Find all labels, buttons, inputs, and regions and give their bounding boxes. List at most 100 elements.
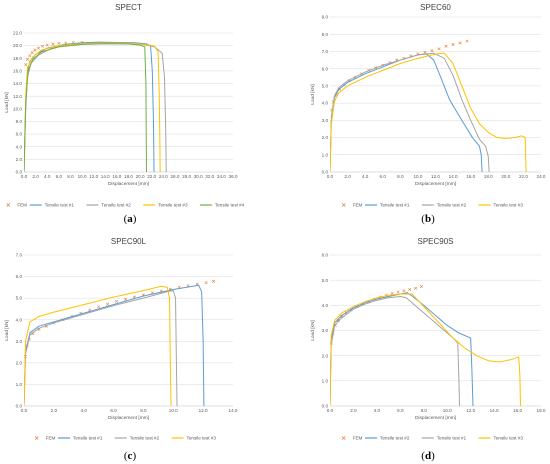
- legend: FEM Tensile test #1 Tensile test #2 Tensile…: [341, 203, 523, 208]
- y-tick-label: 3.0: [322, 118, 329, 123]
- y-tick-label: 0.0: [322, 404, 329, 409]
- y-tick-label: 5.0: [322, 83, 329, 88]
- x-tick-label: 4.0: [374, 408, 381, 413]
- legend-entry: Tensile test #3: [158, 203, 188, 208]
- x-tick-label: 34.0: [217, 174, 226, 179]
- x-tick-label: 4.0: [44, 174, 51, 179]
- x-tick-label: 16.0: [513, 408, 522, 413]
- series-line-2: [330, 52, 490, 172]
- y-tick-label: 4.0: [322, 303, 329, 308]
- x-tick-label: 14.0: [229, 408, 238, 413]
- y-tick-label: 2.0: [16, 157, 23, 162]
- fem-marker: [444, 44, 448, 48]
- fem-marker: [430, 49, 434, 53]
- y-tick-label: 0.0: [16, 170, 23, 175]
- x-tick-label: 8.0: [397, 174, 404, 179]
- fem-marker: [204, 281, 208, 285]
- y-tick-label: 1.0: [16, 382, 23, 387]
- x-axis-label: Displacement [mm]: [108, 181, 149, 187]
- caption-paren-open: (: [421, 213, 425, 225]
- y-tick-label: 2.0: [16, 360, 23, 365]
- legend-entry: FEM: [17, 203, 27, 208]
- fem-marker: [408, 287, 412, 291]
- fem-marker: [30, 51, 34, 55]
- x-tick-label: 2.0: [344, 174, 351, 179]
- series-line-2: [24, 290, 178, 406]
- x-axis-label: Displacement [mm]: [415, 181, 456, 187]
- fem-marker: [45, 43, 49, 47]
- caption-paren-open: (: [124, 450, 128, 462]
- y-tick-label: 12.0: [13, 94, 22, 99]
- caption-paren-open: (: [124, 213, 128, 225]
- fem-marker: [465, 39, 469, 43]
- y-tick-label: 0.0: [16, 404, 23, 409]
- series-line-3: [24, 285, 172, 406]
- series-line-1: [24, 284, 205, 406]
- fem-marker: [115, 299, 119, 303]
- legend-entry: Tensile test #1: [380, 203, 410, 208]
- fem-marker: [57, 41, 61, 45]
- x-tick-label: 14.0: [490, 408, 499, 413]
- x-tick-label: 12.0: [466, 408, 475, 413]
- x-tick-label: 6.0: [397, 408, 404, 413]
- legend-entry: FEM: [46, 436, 56, 441]
- x-tick-label: 16.0: [466, 174, 475, 179]
- chart-panel-a: SPECT0.02.04.06.08.010.012.014.016.018.0…: [4, 3, 245, 225]
- series-line-3: [24, 42, 161, 172]
- fem-marker: [97, 305, 101, 309]
- x-tick-label: 2.0: [51, 408, 58, 413]
- legend-swatch: [341, 203, 346, 207]
- legend-entry: Tensile test #3: [187, 436, 217, 441]
- x-tick-label: 12.0: [89, 174, 98, 179]
- y-tick-label: 7.0: [322, 49, 329, 54]
- panel-caption: (d): [421, 450, 435, 462]
- x-tick-label: 28.0: [182, 174, 191, 179]
- caption-letter: d: [425, 450, 431, 462]
- series-line-1: [330, 292, 474, 406]
- y-axis-label: Load [kN]: [310, 84, 316, 105]
- legend: FEM Tensile test #2 Tensile test #1 Tensile…: [341, 436, 524, 441]
- fem-marker: [396, 290, 400, 294]
- chart-title: SPEC90S: [417, 237, 453, 246]
- chart-panel-d: SPEC90S 0.0 1.0 2.0 3.0 4.0 5.0 6.0 0.0 2.0 4.0 6.0…: [310, 237, 546, 462]
- x-tick-label: 24.0: [159, 174, 168, 179]
- y-tick-label: 4.0: [322, 101, 329, 106]
- fem-marker: [124, 297, 128, 301]
- fem-marker: [106, 302, 110, 306]
- y-tick-label: 1.0: [322, 152, 329, 157]
- caption-paren-close: ): [431, 213, 435, 225]
- y-tick-label: 3.0: [16, 339, 23, 344]
- chart-title: SPEC60: [420, 3, 451, 12]
- caption-paren-close: ): [132, 450, 136, 462]
- legend-entry: Tensile test #2: [437, 203, 467, 208]
- x-tick-label: 12.0: [431, 174, 440, 179]
- x-tick-label: 18.0: [484, 174, 493, 179]
- legend-entry: Tensile test #4: [215, 203, 245, 208]
- x-tick-label: 16.0: [112, 174, 121, 179]
- fem-marker: [51, 42, 55, 46]
- x-tick-label: 20.0: [501, 174, 510, 179]
- y-tick-label: 6.0: [322, 253, 329, 258]
- x-tick-label: 10.0: [169, 408, 178, 413]
- legend-entry: Tensile test #1: [45, 203, 75, 208]
- legend: FEM Tensile test #1 Tensile test #2 Tensile…: [34, 436, 217, 441]
- legend-entry: Tensile test #3: [494, 436, 524, 441]
- series-line-3: [330, 52, 527, 172]
- y-tick-label: 18.0: [13, 56, 22, 61]
- y-axis-label: Load [kN]: [4, 320, 10, 341]
- y-tick-label: 4.0: [16, 144, 23, 149]
- legend-entry: FEM: [353, 203, 363, 208]
- series-line-4: [24, 43, 147, 172]
- x-tick-label: 8.0: [421, 408, 428, 413]
- x-tick-label: 6.0: [380, 174, 387, 179]
- x-tick-label: 14.0: [101, 174, 110, 179]
- y-tick-label: 6.0: [16, 132, 23, 137]
- x-tick-label: 10.0: [443, 408, 452, 413]
- x-tick-label: 8.0: [140, 408, 147, 413]
- panel-caption: (b): [421, 213, 435, 225]
- fem-marker: [212, 279, 216, 283]
- y-tick-label: 4.0: [16, 317, 23, 322]
- y-tick-label: 9.0: [322, 15, 329, 20]
- legend-entry: Tensile test #1: [73, 436, 103, 441]
